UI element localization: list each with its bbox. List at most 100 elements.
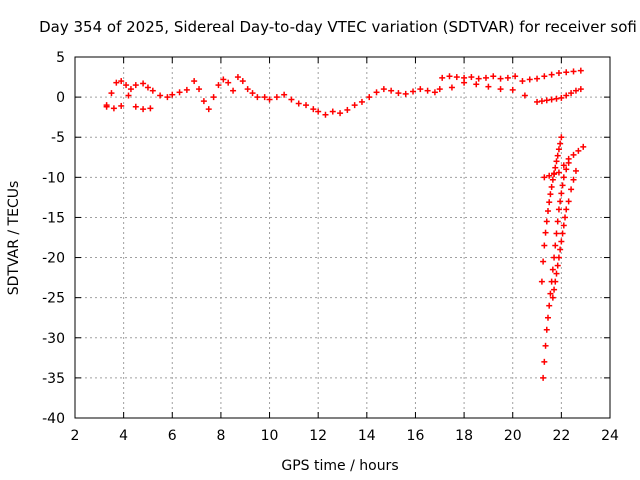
y-tick-labels: 5 0 -5 -10 -15 -20 -25 -30 -35 -40: [42, 50, 65, 427]
data-point: [475, 75, 482, 82]
data-point: [549, 266, 556, 273]
y-tick-label: -40: [42, 411, 65, 427]
x-tick-label: 24: [601, 428, 619, 444]
axis-ticks: [74, 56, 611, 419]
data-point: [127, 86, 134, 93]
x-tick-label: 16: [407, 428, 425, 444]
data-point: [538, 278, 545, 285]
data-point: [557, 198, 564, 205]
data-point: [554, 218, 561, 225]
data-point: [380, 86, 387, 93]
chart-title: Day 354 of 2025, Sidereal Day-to-day VTE…: [39, 18, 637, 36]
data-point: [205, 106, 212, 113]
data-point: [542, 342, 549, 349]
x-tick-label: 14: [358, 428, 376, 444]
data-point: [562, 214, 569, 221]
data-point: [461, 79, 468, 86]
data-point: [557, 246, 564, 253]
data-point: [553, 230, 560, 237]
data-point: [557, 140, 564, 147]
data-point: [344, 106, 351, 113]
y-tick-label: 0: [56, 90, 65, 106]
data-point: [548, 71, 555, 78]
x-tick-label: 20: [504, 428, 522, 444]
data-point: [558, 134, 565, 141]
data-point: [215, 82, 222, 89]
data-point: [543, 326, 550, 333]
y-tick-label: -35: [42, 371, 65, 387]
data-point: [310, 106, 317, 113]
data-point: [388, 87, 395, 94]
data-point: [555, 206, 562, 213]
data-point: [485, 83, 492, 90]
data-point: [549, 294, 556, 301]
data-point: [544, 314, 551, 321]
y-tick-label: -5: [51, 130, 65, 146]
data-point: [544, 208, 551, 215]
data-point: [473, 81, 480, 88]
data-point: [552, 242, 559, 249]
y-tick-label: -25: [42, 291, 65, 307]
x-tick-label: 8: [216, 428, 225, 444]
data-point: [497, 86, 504, 93]
x-tick-label: 22: [552, 428, 570, 444]
data-point: [563, 92, 570, 99]
data-point: [431, 89, 438, 96]
data-point: [490, 73, 497, 80]
data-point: [234, 74, 241, 81]
data-point: [149, 87, 156, 94]
data-point: [110, 105, 117, 112]
data-point: [543, 97, 550, 104]
data-point: [559, 230, 566, 237]
data-point: [497, 75, 504, 82]
data-point: [548, 96, 555, 103]
x-tick-label: 18: [455, 428, 473, 444]
data-point: [563, 166, 570, 173]
data-point: [144, 84, 151, 91]
x-tick-label: 4: [119, 428, 128, 444]
data-point: [108, 90, 115, 97]
data-point: [125, 92, 132, 99]
data-point: [554, 152, 561, 159]
data-point: [504, 74, 511, 81]
data-point: [118, 102, 125, 109]
data-points: [103, 67, 587, 381]
data-point: [439, 74, 446, 81]
data-point: [482, 74, 489, 81]
data-point: [565, 159, 572, 166]
data-point: [315, 108, 322, 115]
data-point: [570, 68, 577, 75]
data-point: [572, 87, 579, 94]
data-point: [254, 94, 261, 101]
data-point: [553, 270, 560, 277]
data-point: [540, 374, 547, 381]
data-point: [512, 73, 519, 80]
data-point: [555, 169, 562, 176]
data-point: [210, 94, 217, 101]
data-point: [558, 190, 565, 197]
data-point: [541, 73, 548, 80]
data-point: [572, 167, 579, 174]
data-point: [176, 89, 183, 96]
data-point: [337, 110, 344, 117]
data-point: [436, 86, 443, 93]
data-point: [546, 302, 553, 309]
data-point: [549, 176, 556, 183]
data-point: [453, 74, 460, 81]
y-tick-label: 5: [56, 50, 65, 66]
data-point: [351, 102, 358, 109]
data-point: [543, 218, 550, 225]
data-point: [113, 79, 120, 86]
y-tick-label: -20: [42, 251, 65, 267]
data-point: [534, 75, 541, 82]
data-point: [538, 98, 545, 105]
data-point: [558, 238, 565, 245]
data-point: [546, 172, 553, 179]
data-point: [577, 86, 584, 93]
data-point: [560, 222, 567, 229]
data-point: [551, 170, 558, 177]
data-point: [288, 96, 295, 103]
data-point: [200, 98, 207, 105]
data-point: [169, 91, 176, 98]
data-point: [132, 82, 139, 89]
